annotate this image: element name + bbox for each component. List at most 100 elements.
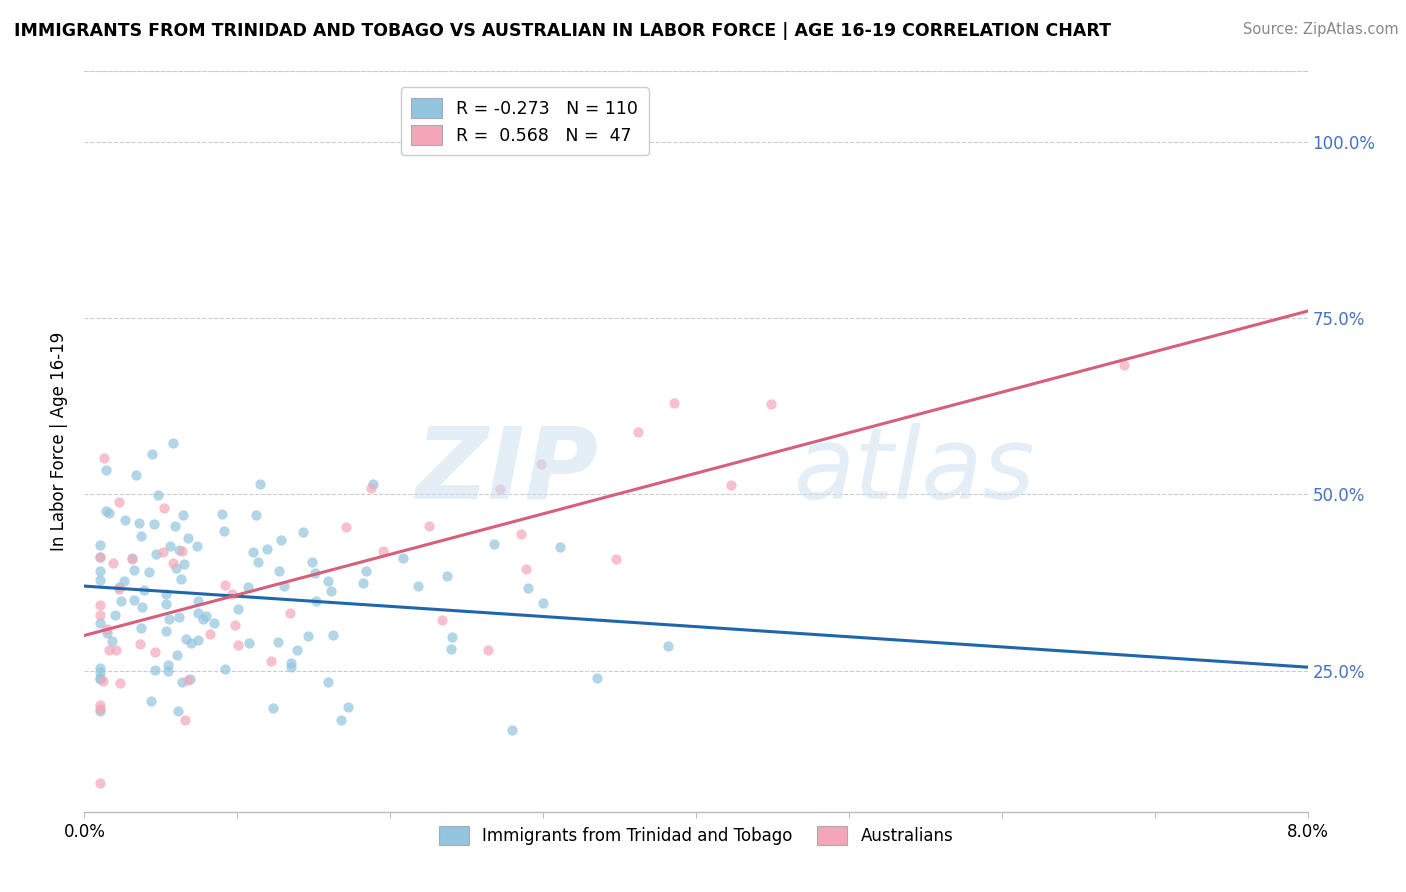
Point — [94, 503, 117, 517]
Point — [418, 519, 440, 533]
Point — [167, 610, 190, 624]
Point — [260, 654, 283, 668]
Point — [501, 723, 523, 738]
Point — [256, 542, 278, 557]
Point — [406, 579, 429, 593]
Point — [89, 776, 111, 790]
Point — [214, 661, 236, 675]
Point — [285, 642, 308, 657]
Text: Source: ZipAtlas.com: Source: ZipAtlas.com — [1243, 22, 1399, 37]
Point — [155, 587, 177, 601]
Point — [180, 635, 202, 649]
Point — [89, 673, 111, 687]
Point — [138, 566, 160, 580]
Point — [155, 597, 177, 611]
Point — [280, 657, 302, 671]
Point — [531, 596, 554, 610]
Point — [336, 699, 359, 714]
Point — [278, 606, 301, 620]
Point — [187, 593, 209, 607]
Point — [360, 481, 382, 495]
Point — [122, 563, 145, 577]
Point — [430, 613, 453, 627]
Point — [159, 539, 181, 553]
Point — [354, 564, 377, 578]
Point — [156, 664, 179, 678]
Point — [155, 624, 177, 638]
Point — [96, 626, 118, 640]
Point — [226, 601, 249, 615]
Point — [1114, 358, 1136, 372]
Point — [319, 584, 342, 599]
Point — [226, 638, 249, 652]
Point — [108, 495, 131, 509]
Point — [89, 660, 111, 674]
Point — [97, 506, 120, 520]
Text: atlas: atlas — [794, 423, 1035, 520]
Point — [96, 622, 118, 636]
Point — [316, 675, 339, 690]
Point — [167, 704, 190, 718]
Point — [186, 539, 208, 553]
Point — [143, 516, 166, 531]
Point — [89, 564, 111, 578]
Point — [626, 425, 648, 440]
Point — [129, 637, 152, 651]
Point — [194, 609, 217, 624]
Point — [585, 671, 607, 685]
Point — [143, 645, 166, 659]
Point — [489, 483, 512, 497]
Point — [89, 607, 111, 622]
Point — [89, 665, 111, 679]
Point — [108, 580, 131, 594]
Point — [134, 582, 156, 597]
Point — [172, 544, 194, 558]
Point — [214, 578, 236, 592]
Point — [720, 477, 742, 491]
Point — [176, 531, 198, 545]
Point — [169, 542, 191, 557]
Point — [440, 630, 463, 644]
Point — [352, 576, 374, 591]
Point — [214, 524, 236, 538]
Point — [101, 634, 124, 648]
Point — [238, 636, 260, 650]
Point — [297, 629, 319, 643]
Point — [361, 476, 384, 491]
Point — [482, 537, 505, 551]
Point — [322, 628, 344, 642]
Point — [174, 713, 197, 727]
Point — [291, 524, 314, 539]
Point — [200, 627, 222, 641]
Point — [335, 520, 357, 534]
Point — [510, 527, 533, 541]
Point — [129, 621, 152, 635]
Point — [249, 477, 271, 491]
Point — [89, 671, 111, 685]
Point — [266, 635, 288, 649]
Point — [224, 618, 246, 632]
Point — [304, 566, 326, 580]
Point — [605, 552, 627, 566]
Point — [173, 557, 195, 571]
Point — [139, 694, 162, 708]
Point — [110, 593, 132, 607]
Point — [131, 599, 153, 614]
Point — [122, 592, 145, 607]
Point — [392, 550, 415, 565]
Legend: Immigrants from Trinidad and Tobago, Australians: Immigrants from Trinidad and Tobago, Aus… — [432, 819, 960, 852]
Point — [187, 606, 209, 620]
Point — [273, 578, 295, 592]
Point — [221, 587, 243, 601]
Point — [89, 550, 111, 565]
Point — [179, 672, 201, 686]
Point — [477, 642, 499, 657]
Point — [236, 580, 259, 594]
Point — [517, 581, 540, 595]
Point — [98, 643, 121, 657]
Point — [121, 552, 143, 566]
Point — [316, 574, 339, 588]
Point — [157, 612, 180, 626]
Point — [152, 545, 174, 559]
Point — [186, 633, 208, 648]
